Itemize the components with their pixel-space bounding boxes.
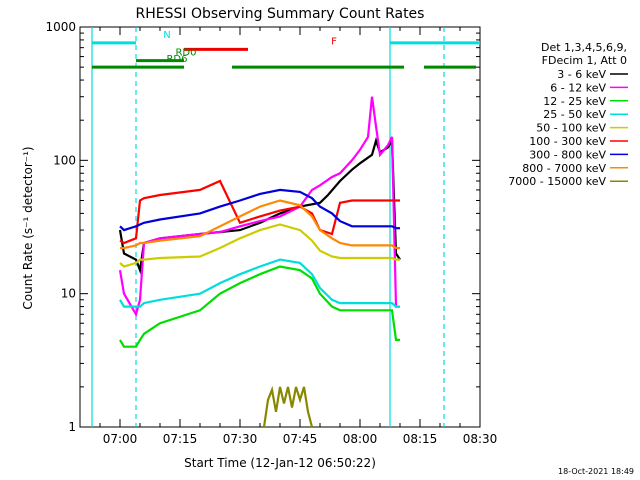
- x-tick-label: 07:00: [103, 432, 138, 446]
- y-axis-label: Count Rate (s⁻¹ detector⁻¹): [21, 146, 35, 309]
- legend-label: 50 - 100 keV: [536, 122, 606, 135]
- state-label-f: F: [331, 36, 337, 47]
- y-tick-label: 10: [61, 287, 76, 301]
- series-line-4: [119, 223, 400, 268]
- y-tick-label: 1: [68, 420, 76, 434]
- series-line-6: [119, 188, 400, 232]
- footer-timestamp: 18-Oct-2021 18:49: [558, 467, 634, 476]
- legend-label: 12 - 25 keV: [543, 95, 606, 108]
- legend-label: 25 - 50 keV: [543, 108, 606, 121]
- x-axis-label: Start Time (12-Jan-12 06:50:22): [184, 456, 376, 470]
- x-tick-label: 07:30: [223, 432, 258, 446]
- legend-label: 100 - 300 keV: [529, 135, 606, 148]
- y-tick-label: 100: [53, 153, 76, 167]
- legend: Det 1,3,4,5,6,9,FDecim 1, Att 03 - 6 keV…: [508, 41, 628, 188]
- state-label-n: N: [163, 30, 170, 41]
- x-tick-label: 08:15: [403, 432, 438, 446]
- legend-label: 800 - 7000 keV: [522, 162, 606, 175]
- x-tick-label: 07:45: [283, 432, 318, 446]
- legend-label: 6 - 12 keV: [550, 81, 606, 94]
- x-tick-label: 07:15: [163, 432, 198, 446]
- series-line-2: [119, 265, 400, 348]
- legend-label: 300 - 800 keV: [529, 148, 606, 161]
- chart-title: RHESSI Observing Summary Count Rates: [136, 6, 425, 22]
- series-line-3: [119, 258, 400, 308]
- series-group: [118, 96, 401, 428]
- state-label-rd0: RD0: [175, 48, 196, 59]
- x-tick-label: 08:00: [343, 432, 378, 446]
- axes: 07:00 07:15 07:30 07:45 08:00 08:15 08:30 1 10 10…: [45, 20, 497, 446]
- y-tick-label: 1000: [45, 20, 76, 34]
- legend-label: 3 - 6 keV: [557, 68, 606, 81]
- series-line-7: [120, 199, 400, 250]
- legend-label: 7000 - 15000 keV: [508, 175, 606, 188]
- state-label-rd6: RD6: [166, 54, 187, 65]
- plot-border: [79, 26, 481, 428]
- plot-frame: [79, 26, 481, 428]
- legend-header: Det 1,3,4,5,6,9,: [541, 41, 627, 54]
- x-tick-label: 08:30: [463, 432, 498, 446]
- legend-header: FDecim 1, Att 0: [542, 54, 627, 67]
- series-line-8: [262, 385, 314, 428]
- series-line-5: [119, 179, 400, 245]
